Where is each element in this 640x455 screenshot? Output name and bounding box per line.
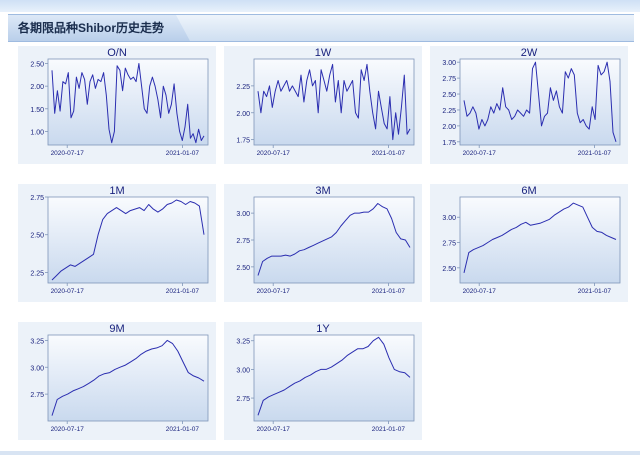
chart-title: 1M	[109, 185, 125, 197]
x-tick-label: 2021-01-07	[372, 288, 406, 295]
plot-area	[47, 334, 209, 422]
x-tick-label: 2021-01-07	[578, 150, 612, 157]
chart-title: 2W	[520, 47, 538, 59]
y-tick-label: 2.50	[442, 92, 456, 99]
x-tick-label: 2020-07-17	[257, 288, 291, 295]
y-tick-label: 2.75	[442, 241, 456, 248]
top-strip	[0, 0, 640, 12]
plot-area	[253, 334, 415, 422]
series-line	[51, 63, 205, 144]
plot-area	[253, 196, 415, 284]
y-tick-label: 2.50	[236, 265, 250, 272]
y-tick-label: 3.00	[236, 211, 250, 218]
x-tick-label: 2020-07-17	[51, 150, 85, 157]
series-line	[51, 339, 205, 416]
y-tick-label: 2.75	[236, 238, 250, 245]
y-tick-label: 2.75	[30, 392, 44, 399]
y-tick-label: 2.25	[30, 270, 44, 277]
y-tick-label: 2.75	[442, 76, 456, 83]
series-line	[51, 199, 205, 281]
chart-svg: 3.00 2.75 2.50 2.25 2.00 1.75 2020-07-17 2021-0…	[442, 58, 621, 157]
plot-area	[253, 58, 415, 146]
y-tick-label: 3.00	[442, 215, 456, 222]
x-tick-label: 2021-01-07	[166, 288, 200, 295]
page-title: 各期限品种Shibor历史走势	[18, 21, 164, 35]
x-tick-label: 2021-01-07	[166, 150, 200, 157]
bottom-strip	[0, 451, 640, 455]
x-tick-label: 2021-01-07	[578, 288, 612, 295]
chart-svg: 2.50 2.00 1.50 1.00 2020-07-17 2021-01-07	[30, 58, 209, 157]
y-tick-label: 3.00	[30, 365, 44, 372]
chart-svg: 2.75 2.50 2.25 2020-07-17 2021-01-07	[30, 195, 209, 295]
chart-title: 3M	[315, 185, 331, 197]
y-tick-label: 1.50	[30, 107, 44, 114]
x-tick-label: 2021-01-07	[166, 426, 200, 433]
y-tick-label: 2.75	[236, 396, 250, 403]
y-tick-label: 3.25	[236, 339, 250, 346]
chart-panel: 3.00 2.75 2.50 2020-07-17 2021-01-07 3M	[224, 184, 422, 302]
x-tick-label: 2020-07-17	[463, 150, 497, 157]
chart-title: 1W	[314, 47, 332, 59]
x-tick-label: 2020-07-17	[51, 426, 85, 433]
x-tick-label: 2020-07-17	[257, 150, 291, 157]
chart-panel: 2.50 2.00 1.50 1.00 2020-07-17 2021-01-07 O/N	[18, 46, 216, 164]
chart-panel: 3.25 3.00 2.75 2020-07-17 2021-01-07 9M	[18, 322, 216, 440]
page-header: 各期限品种Shibor历史走势	[8, 14, 634, 42]
plot-area	[47, 196, 209, 284]
x-tick-label: 2020-07-17	[51, 288, 85, 295]
y-tick-label: 1.75	[442, 140, 456, 147]
series-line	[257, 203, 411, 276]
series-line	[257, 63, 411, 141]
y-tick-label: 2.00	[442, 124, 456, 131]
chart-svg: 3.00 2.75 2.50 2020-07-17 2021-01-07	[236, 196, 415, 295]
y-tick-label: 2.75	[30, 195, 44, 202]
y-tick-label: 2.00	[30, 84, 44, 91]
plot-area	[459, 58, 621, 146]
chart-svg: 2.25 2.00 1.75 2020-07-17 2021-01-07	[236, 58, 415, 157]
y-tick-label: 1.75	[236, 138, 250, 145]
y-tick-label: 2.25	[236, 84, 250, 91]
chart-title: 9M	[109, 323, 125, 335]
y-tick-label: 2.50	[30, 233, 44, 240]
x-tick-label: 2021-01-07	[372, 150, 406, 157]
chart-title: 6M	[521, 185, 537, 197]
series-line	[257, 336, 411, 416]
y-tick-label: 1.00	[30, 129, 44, 136]
chart-panel: 3.00 2.75 2.50 2020-07-17 2021-01-07 6M	[430, 184, 628, 302]
chart-title: O/N	[107, 47, 127, 59]
y-tick-label: 2.00	[236, 111, 250, 118]
chart-title: 1Y	[316, 323, 330, 335]
y-tick-label: 2.50	[30, 62, 44, 69]
series-line	[463, 202, 617, 274]
chart-panel: 2.25 2.00 1.75 2020-07-17 2021-01-07 1W	[224, 46, 422, 164]
chart-panel: 3.25 3.00 2.75 2020-07-17 2021-01-07 1Y	[224, 322, 422, 440]
x-tick-label: 2020-07-17	[463, 288, 497, 295]
x-tick-label: 2020-07-17	[257, 426, 291, 433]
series-line	[463, 61, 617, 142]
y-tick-label: 2.25	[442, 108, 456, 115]
chart-panel: 3.00 2.75 2.50 2.25 2.00 1.75 2020-07-17 2021-0…	[430, 46, 628, 164]
x-tick-label: 2021-01-07	[372, 426, 406, 433]
y-tick-label: 3.00	[236, 367, 250, 374]
chart-svg: 3.25 3.00 2.75 2020-07-17 2021-01-07	[236, 334, 415, 433]
chart-panel: 2.75 2.50 2.25 2020-07-17 2021-01-07 1M	[18, 184, 216, 302]
chart-svg: 3.00 2.75 2.50 2020-07-17 2021-01-07	[442, 196, 621, 295]
y-tick-label: 2.50	[442, 266, 456, 273]
y-tick-label: 3.00	[442, 60, 456, 67]
chart-svg: 3.25 3.00 2.75 2020-07-17 2021-01-07	[30, 334, 209, 433]
header-tab: 各期限品种Shibor历史走势	[8, 15, 190, 41]
plot-area	[459, 196, 621, 284]
y-tick-label: 3.25	[30, 338, 44, 345]
